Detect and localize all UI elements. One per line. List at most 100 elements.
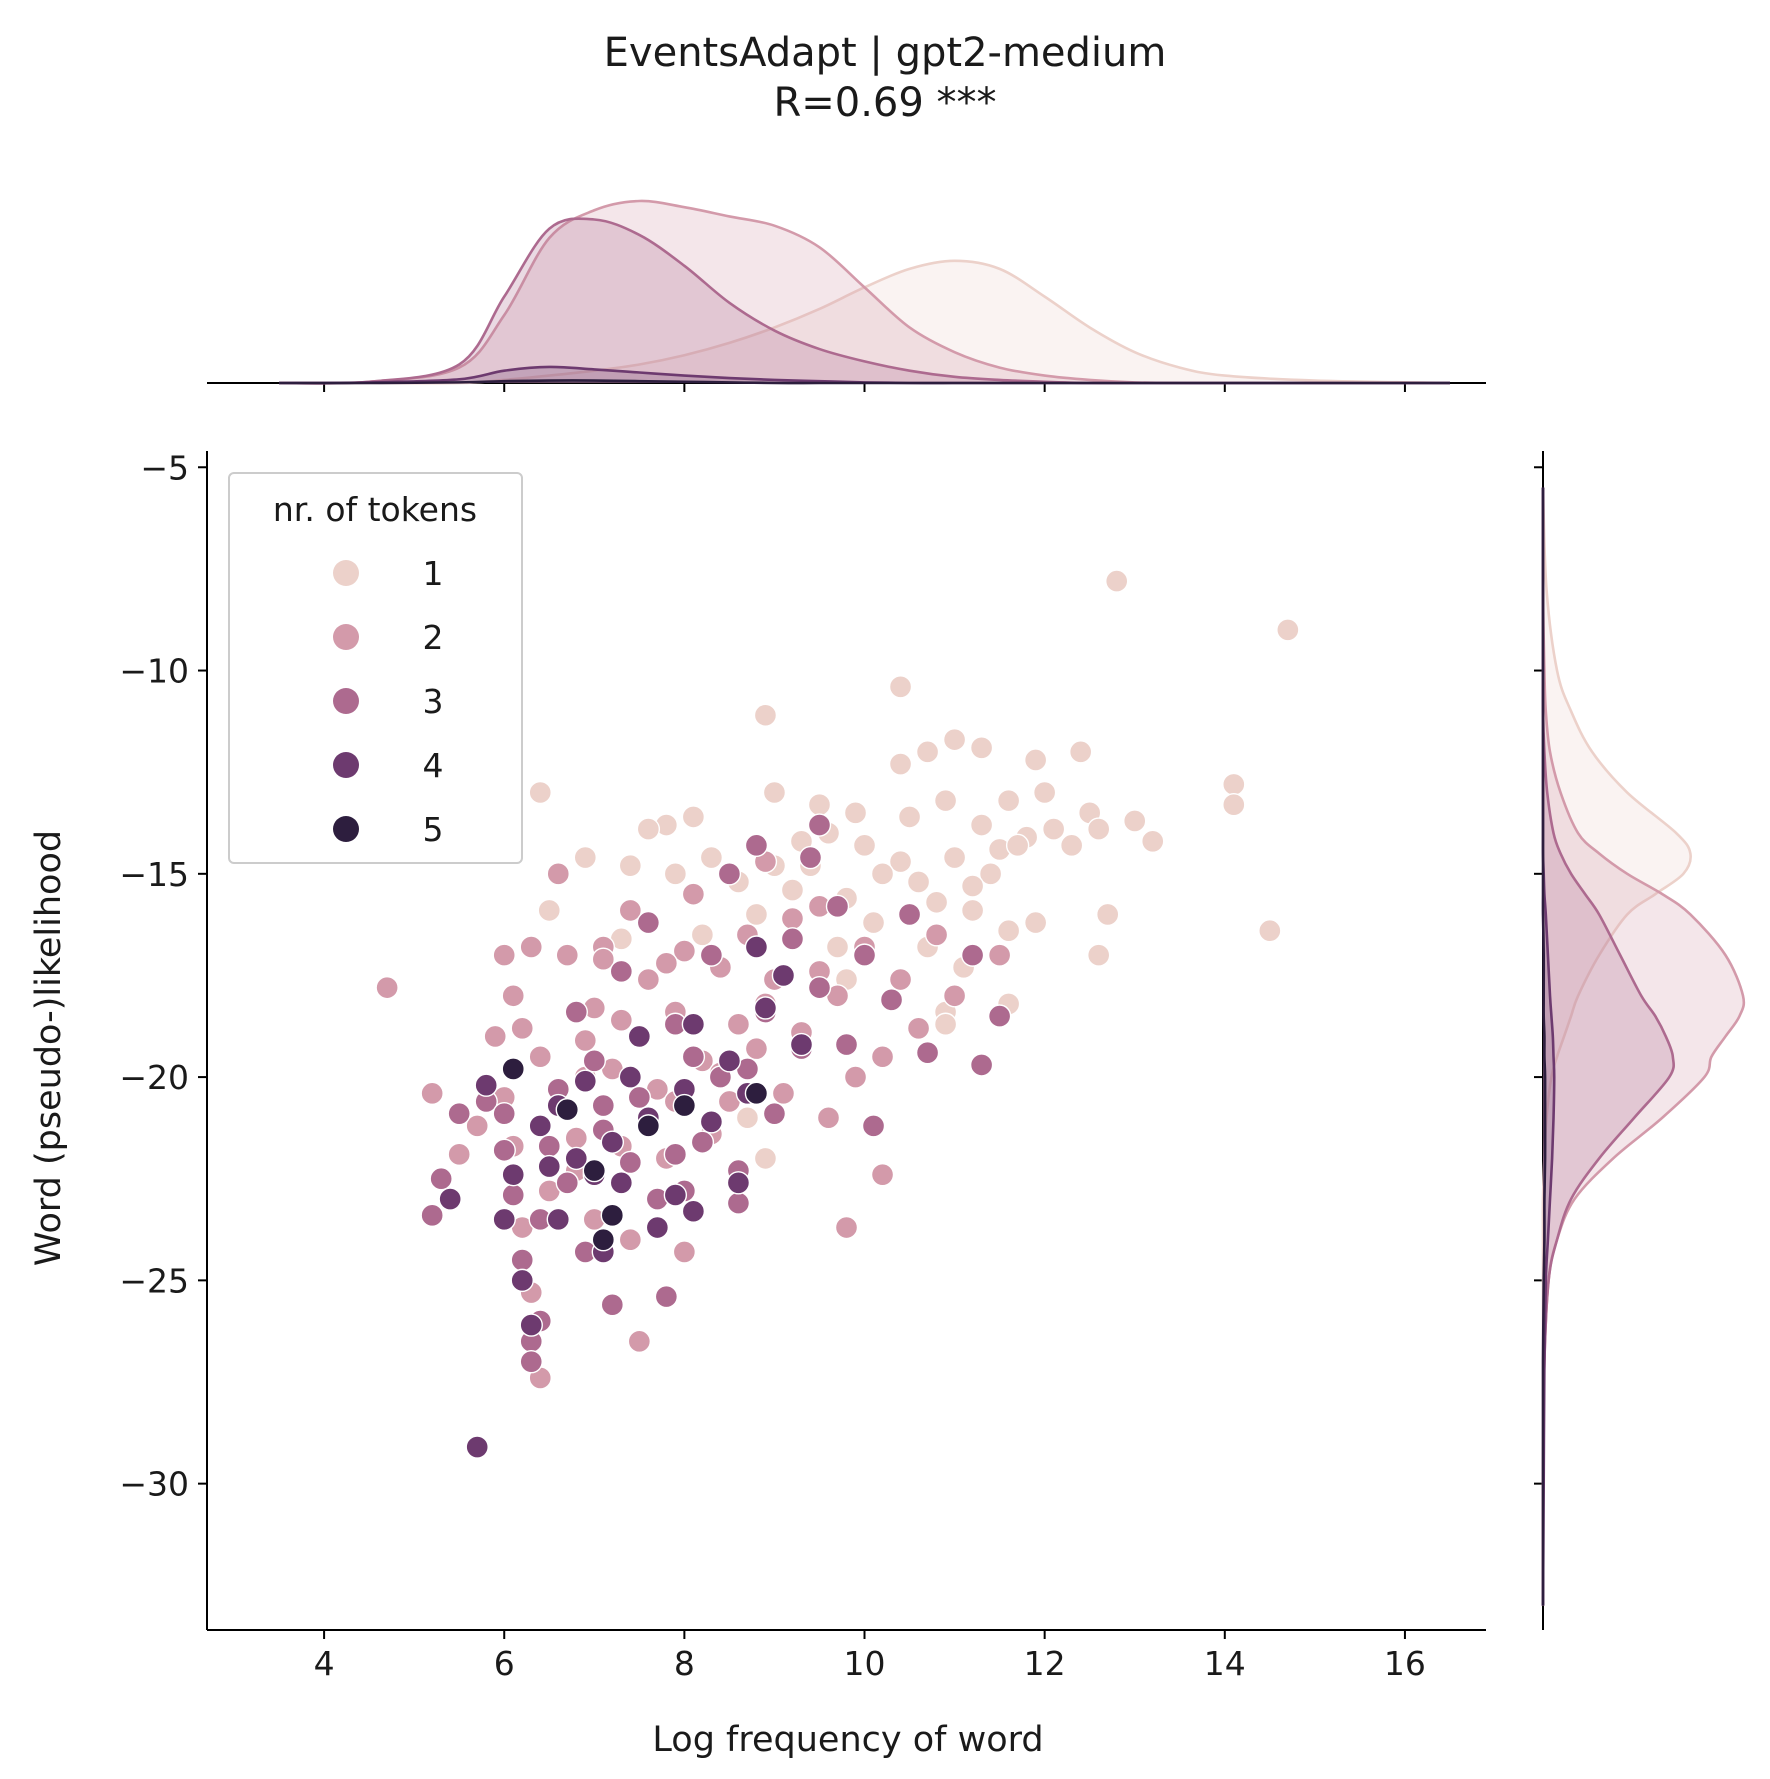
scatter-point-3-tokens bbox=[861, 1114, 886, 1138]
scatter-point-5-tokens bbox=[555, 1097, 579, 1122]
legend-label-1: 1 bbox=[423, 554, 444, 593]
y-tick-label: −10 bbox=[119, 652, 189, 691]
scatter-point-1-tokens bbox=[942, 845, 967, 870]
y-tick-label: −20 bbox=[119, 1058, 189, 1097]
scatter-point-3-tokens bbox=[825, 894, 850, 919]
scatter-point-2-tokens bbox=[681, 882, 706, 906]
scatter-point-2-tokens bbox=[618, 898, 643, 923]
scatter-point-4-tokens bbox=[600, 1130, 625, 1154]
scatter-point-4-tokens bbox=[519, 1313, 543, 1337]
scatter-point-3-tokens bbox=[987, 1004, 1012, 1028]
scatter-point-3-tokens bbox=[960, 943, 985, 967]
scatter-point-4-tokens bbox=[438, 1187, 462, 1211]
y-tick-label: −15 bbox=[119, 855, 189, 894]
scatter-point-1-tokens bbox=[744, 902, 769, 927]
scatter-point-2-tokens bbox=[672, 939, 697, 963]
scatter-point-4-tokens bbox=[501, 1162, 525, 1187]
scatter-point-2-tokens bbox=[564, 1126, 588, 1150]
scatter-point-5-tokens bbox=[744, 1081, 769, 1106]
scatter-point-4-tokens bbox=[771, 963, 796, 988]
scatter-point-1-tokens bbox=[1123, 809, 1147, 833]
scatter-point-3-tokens bbox=[519, 1349, 543, 1374]
scatter-point-3-tokens bbox=[492, 1138, 516, 1162]
scatter-point-3-tokens bbox=[564, 1000, 588, 1024]
y-tick-label: −5 bbox=[140, 448, 189, 487]
scatter-point-1-tokens bbox=[537, 898, 561, 923]
scatter-point-2-tokens bbox=[528, 1045, 552, 1069]
legend-marker-3 bbox=[333, 688, 359, 714]
scatter-point-3-tokens bbox=[798, 845, 823, 870]
scatter-point-2-tokens bbox=[375, 975, 399, 1000]
scatter-point-3-tokens bbox=[780, 927, 805, 951]
scatter-point-3-tokens bbox=[717, 862, 742, 886]
scatter-point-2-tokens bbox=[627, 1329, 652, 1354]
right-marginal-kde bbox=[1534, 451, 1746, 1630]
scatter-point-1-tokens bbox=[690, 923, 715, 947]
top-kde-fill-1 bbox=[279, 260, 1450, 384]
scatter-point-4-tokens bbox=[789, 1032, 814, 1057]
scatter-point-1-tokens bbox=[1023, 748, 1048, 772]
scatter-point-1-tokens bbox=[1222, 793, 1246, 817]
scatter-point-2-tokens bbox=[870, 1045, 895, 1069]
scatter-point-3-tokens bbox=[663, 1142, 688, 1167]
scatter-point-3-tokens bbox=[681, 1045, 706, 1069]
scatter-points bbox=[375, 569, 1300, 1459]
scatter-point-3-tokens bbox=[969, 1053, 994, 1077]
chart-subtitle: R=0.69 *** bbox=[773, 80, 996, 126]
scatter-point-3-tokens bbox=[501, 1183, 525, 1207]
scatter-point-1-tokens bbox=[969, 813, 994, 837]
scatter-point-3-tokens bbox=[420, 1203, 444, 1228]
y-tick-label: −30 bbox=[119, 1465, 189, 1504]
scatter-point-4-tokens bbox=[663, 1183, 688, 1207]
scatter-point-1-tokens bbox=[1032, 780, 1057, 805]
scatter-point-3-tokens bbox=[726, 1191, 751, 1215]
scatter-point-2-tokens bbox=[654, 951, 679, 975]
scatter-point-1-tokens bbox=[1086, 943, 1111, 967]
scatter-point-1-tokens bbox=[960, 874, 985, 898]
right-kde-line-5 bbox=[1541, 487, 1547, 1606]
scatter-point-2-tokens bbox=[780, 906, 805, 931]
scatter-point-3-tokens bbox=[744, 833, 769, 858]
right-kde-fill-2 bbox=[1542, 487, 1744, 1606]
scatter-point-2-tokens bbox=[870, 1162, 895, 1187]
scatter-point-4-tokens bbox=[465, 1435, 489, 1459]
scatter-point-3-tokens bbox=[699, 943, 724, 967]
scatter-point-5-tokens bbox=[582, 1158, 607, 1183]
scatter-point-1-tokens bbox=[906, 870, 931, 894]
scatter-point-2-tokens bbox=[672, 1240, 697, 1264]
scatter-point-2-tokens bbox=[771, 1081, 796, 1106]
scatter-point-1-tokens bbox=[861, 910, 886, 935]
scatter-point-1-tokens bbox=[1258, 919, 1282, 943]
scatter-point-3-tokens bbox=[762, 1101, 787, 1126]
scatter-point-4-tokens bbox=[474, 1073, 498, 1097]
scatter-point-2-tokens bbox=[888, 967, 913, 992]
scatter-point-3-tokens bbox=[609, 959, 634, 984]
scatter-point-2-tokens bbox=[465, 1114, 489, 1138]
scatter-point-3-tokens bbox=[618, 1150, 643, 1175]
scatter-point-2-tokens bbox=[510, 1016, 534, 1041]
scatter-point-3-tokens bbox=[915, 1040, 940, 1065]
scatter-point-2-tokens bbox=[618, 1228, 643, 1252]
scatter-point-4-tokens bbox=[744, 935, 769, 959]
legend-label-3: 3 bbox=[423, 682, 444, 721]
scatter-point-4-tokens bbox=[528, 1114, 552, 1138]
scatter-point-1-tokens bbox=[933, 788, 958, 813]
right-kde-fill-3 bbox=[1542, 487, 1674, 1606]
scatter-point-1-tokens bbox=[888, 675, 913, 699]
chart-title: EventsAdapt | gpt2-medium bbox=[604, 30, 1167, 76]
scatter-point-2-tokens bbox=[834, 1215, 859, 1240]
scatter-point-3-tokens bbox=[897, 902, 922, 927]
scatter-point-2-tokens bbox=[483, 1024, 507, 1049]
scatter-point-2-tokens bbox=[609, 1008, 634, 1032]
scatter-point-1-tokens bbox=[735, 1106, 760, 1130]
scatter-point-2-tokens bbox=[492, 943, 516, 967]
x-tick-label: 14 bbox=[1204, 1644, 1246, 1683]
scatter-point-1-tokens bbox=[996, 919, 1021, 943]
x-tick-label: 8 bbox=[674, 1644, 695, 1683]
legend-title: nr. of tokens bbox=[273, 490, 477, 529]
scatter-point-5-tokens bbox=[636, 1114, 661, 1138]
scatter-point-4-tokens bbox=[618, 1065, 643, 1089]
legend-label-4: 4 bbox=[423, 746, 444, 785]
scatter-point-1-tokens bbox=[960, 898, 985, 923]
scatter-point-1-tokens bbox=[681, 805, 706, 829]
